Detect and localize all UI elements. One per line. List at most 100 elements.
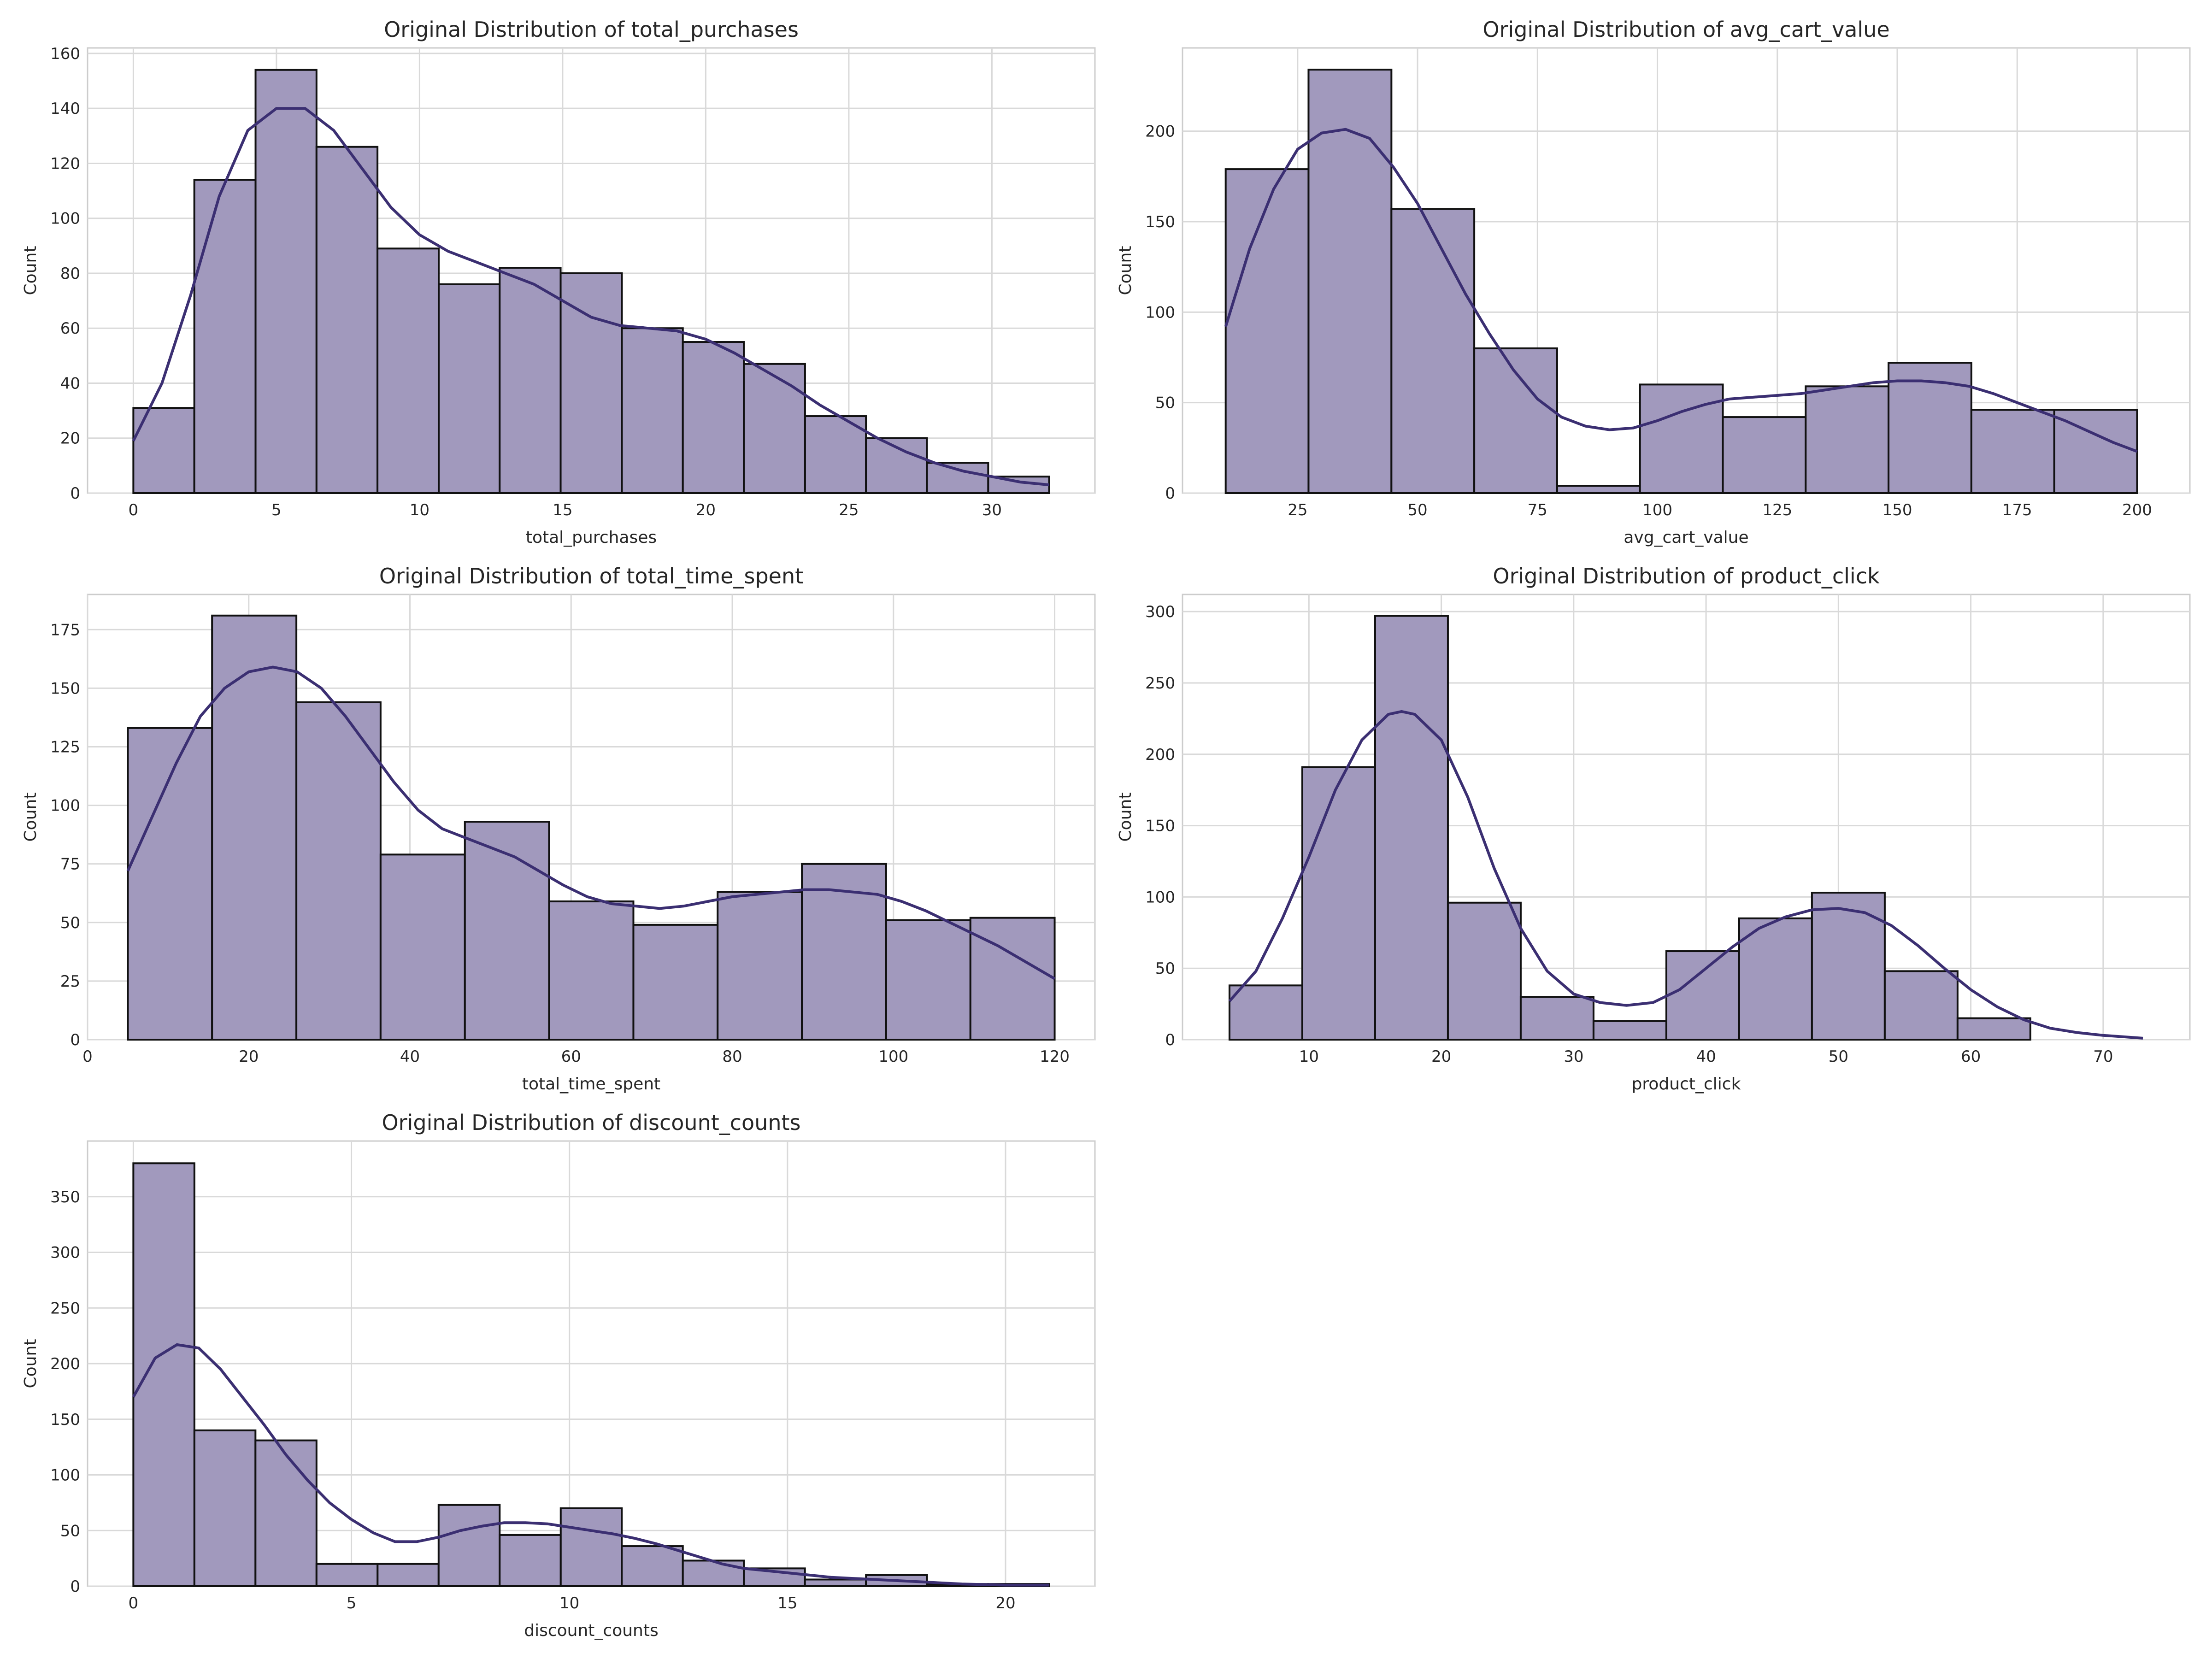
- x-tick-label: 10: [1299, 1047, 1319, 1066]
- kde-curve: [132, 107, 1049, 487]
- x-tick-label: 40: [1696, 1047, 1716, 1066]
- histogram-bar: [621, 1545, 684, 1588]
- histogram-bar: [464, 821, 550, 1041]
- histogram-bar: [254, 69, 318, 494]
- histogram-bar: [1301, 766, 1376, 1041]
- chart-panel-0: 0 5 10 15 20 25 30 0 20 40 60 80 100 120 140 160 Origina…: [21, 17, 1096, 547]
- x-axis-label: total_purchases: [526, 528, 657, 547]
- x-tick-label: 25: [839, 501, 859, 519]
- y-tick-label: 300: [50, 1244, 80, 1262]
- chart-title: Original Distribution of product_click: [1493, 564, 1880, 588]
- y-tick-label: 80: [60, 265, 80, 283]
- y-tick-label: 20: [60, 429, 80, 448]
- histogram-bar: [632, 924, 719, 1041]
- histogram-bar: [379, 853, 466, 1041]
- histogram-bar: [1665, 950, 1740, 1041]
- histogram-bar: [548, 900, 635, 1041]
- y-tick-label: 100: [50, 1466, 80, 1485]
- y-tick-label: 125: [50, 738, 80, 756]
- kde-curve: [132, 1343, 1049, 1587]
- histogram-bar: [1738, 917, 1813, 1041]
- histogram-bar: [682, 1559, 745, 1588]
- histogram-bar: [682, 341, 745, 494]
- y-tick-label: 200: [1145, 746, 1175, 764]
- y-tick-label: 100: [50, 210, 80, 228]
- histogram-bar: [1805, 385, 1890, 494]
- histogram-bar: [1956, 1017, 2031, 1041]
- x-tick-label: 50: [1407, 501, 1427, 519]
- histogram-bar: [1447, 901, 1522, 1041]
- y-tick-label: 160: [50, 45, 80, 63]
- x-tick-label: 60: [1961, 1047, 1981, 1066]
- y-tick-label: 0: [70, 1031, 80, 1049]
- y-tick-label: 0: [70, 1577, 80, 1596]
- x-tick-label: 20: [995, 1594, 1015, 1612]
- x-tick-label: 5: [347, 1594, 357, 1612]
- x-tick-label: 5: [271, 501, 282, 519]
- histogram-bar: [1592, 1020, 1667, 1041]
- x-axis-label: avg_cart_value: [1624, 528, 1748, 547]
- y-tick-label: 50: [1155, 394, 1175, 412]
- chart-title: Original Distribution of total_purchases: [384, 17, 799, 42]
- x-tick-label: 150: [1883, 501, 1912, 519]
- histogram-bar: [499, 267, 562, 494]
- x-tick-label: 20: [239, 1047, 259, 1066]
- x-tick-label: 100: [1642, 501, 1672, 519]
- y-tick-label: 300: [1145, 603, 1175, 621]
- histogram-bar: [193, 179, 257, 494]
- x-tick-label: 0: [129, 501, 139, 519]
- histogram-bar: [926, 462, 989, 494]
- y-tick-label: 175: [50, 621, 80, 639]
- y-tick-label: 150: [50, 679, 80, 698]
- histogram-bar: [437, 1504, 501, 1588]
- histogram-bar: [254, 1439, 318, 1587]
- x-tick-label: 20: [1431, 1047, 1451, 1066]
- x-tick-label: 80: [722, 1047, 742, 1066]
- chart-title: Original Distribution of discount_counts: [382, 1110, 800, 1135]
- chart-title: Original Distribution of total_time_spen…: [379, 564, 803, 588]
- y-tick-label: 0: [1165, 1031, 1175, 1049]
- x-tick-label: 30: [1564, 1047, 1583, 1066]
- histogram-bar: [717, 891, 803, 1041]
- y-tick-label: 100: [1145, 303, 1175, 322]
- y-tick-label: 100: [1145, 888, 1175, 906]
- chart-panel-1: 25 50 75 100 125 150 175 200 0 50 100 150 200 Origina…: [1116, 17, 2191, 547]
- x-tick-label: 15: [777, 1594, 797, 1612]
- histogram-bar: [377, 247, 440, 494]
- x-tick-label: 50: [1829, 1047, 1848, 1066]
- histogram-bar: [559, 1507, 623, 1587]
- y-axis-label: Count: [21, 793, 40, 842]
- histogram-bar: [743, 363, 806, 494]
- histogram-bar: [1228, 984, 1303, 1041]
- x-tick-label: 0: [129, 1594, 139, 1612]
- y-tick-label: 0: [70, 484, 80, 503]
- kde-curve: [126, 665, 1056, 980]
- histogram-bar: [1519, 996, 1594, 1041]
- y-tick-label: 100: [50, 797, 80, 815]
- x-axis-label: total_time_spent: [522, 1075, 660, 1094]
- histogram-bar: [1473, 347, 1558, 494]
- y-tick-label: 75: [60, 855, 80, 874]
- y-tick-label: 50: [1155, 959, 1175, 978]
- histogram-bar: [1224, 168, 1310, 494]
- y-tick-label: 60: [60, 319, 80, 338]
- chart-panel-3: 10 20 30 40 50 60 70 0 50 100 150 200 250 300 Original…: [1116, 564, 2191, 1094]
- histogram-bar: [885, 919, 971, 1041]
- x-tick-label: 10: [559, 1594, 579, 1612]
- y-tick-label: 0: [1165, 484, 1175, 503]
- histogram-bar: [1639, 383, 1724, 494]
- x-tick-label: 60: [561, 1047, 581, 1066]
- histogram-bar: [132, 1162, 195, 1588]
- y-tick-label: 150: [1145, 213, 1175, 231]
- histogram-bar: [1811, 892, 1886, 1041]
- histogram-bar: [743, 1567, 806, 1588]
- y-tick-label: 140: [50, 100, 80, 118]
- x-tick-label: 0: [82, 1047, 93, 1066]
- y-tick-label: 150: [1145, 817, 1175, 835]
- histogram-bar: [315, 1563, 379, 1587]
- x-axis-label: product_click: [1632, 1075, 1741, 1094]
- histogram-bar: [315, 146, 379, 494]
- y-tick-label: 40: [60, 374, 80, 393]
- histogram-bar: [804, 1578, 867, 1588]
- histogram-bar: [1556, 485, 1641, 494]
